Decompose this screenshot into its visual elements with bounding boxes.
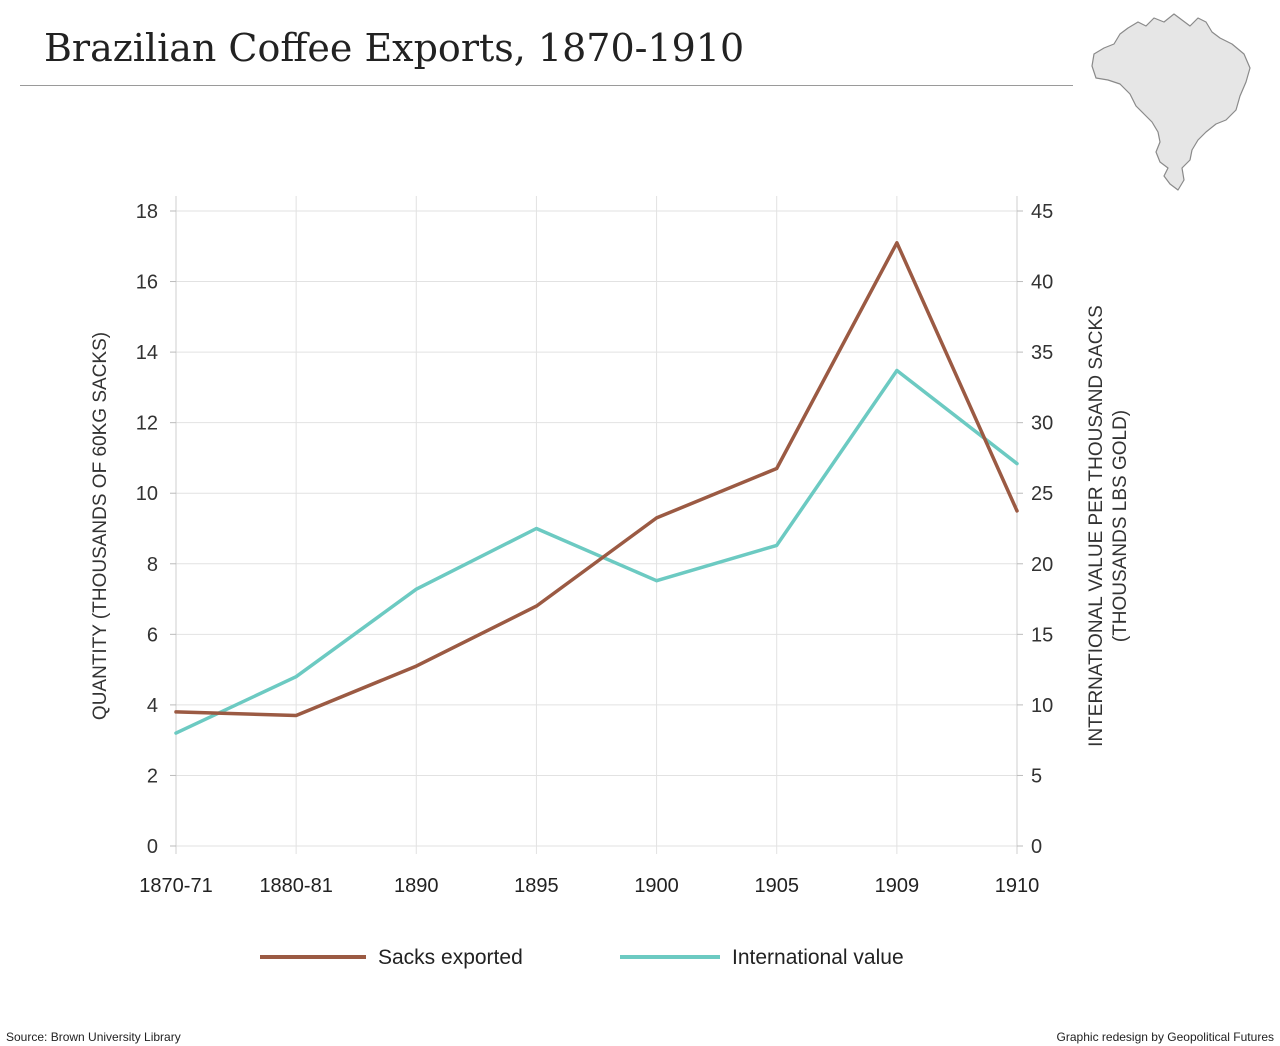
data-point-international-value bbox=[655, 579, 659, 583]
chart-title: Brazilian Coffee Exports, 1870-1910 bbox=[44, 26, 745, 70]
x-axis-tick-label: 1880-81 bbox=[259, 875, 332, 897]
data-point-international-value bbox=[775, 543, 779, 547]
title-divider bbox=[20, 85, 1073, 86]
source-note: Source: Brown University Library bbox=[6, 1030, 181, 1044]
data-point-sacks-exported bbox=[895, 241, 899, 245]
left-axis-tick-label: 2 bbox=[147, 765, 158, 787]
series-line-international-value bbox=[174, 368, 1019, 735]
left-axis-tick-label: 10 bbox=[136, 483, 158, 505]
x-axis-tick-label: 1895 bbox=[514, 875, 559, 897]
data-point-international-value bbox=[294, 675, 298, 679]
data-point-international-value bbox=[895, 368, 899, 372]
right-axis-title-line2: (THOUSANDS LBS GOLD) bbox=[1110, 410, 1131, 642]
right-axis-tick-label: 25 bbox=[1031, 483, 1053, 505]
legend-label-international-value: International value bbox=[732, 946, 904, 969]
data-point-sacks-exported bbox=[174, 710, 178, 714]
right-axis-tick-label: 35 bbox=[1031, 342, 1053, 364]
brazil-map-icon bbox=[1091, 13, 1251, 191]
x-axis-tick-label: 1905 bbox=[754, 875, 799, 897]
left-axis-tick-label: 18 bbox=[136, 201, 158, 223]
series-line-sacks-exported bbox=[174, 241, 1019, 718]
axis-layer: 0 2 4 6 8 10 12 14 16 18 0 5 10 15 20 25 30 35 40 45 1870-71… bbox=[136, 201, 1054, 897]
data-point-sacks-exported bbox=[414, 664, 418, 668]
right-axis-title-line1: INTERNATIONAL VALUE PER THOUSAND SACKS bbox=[1086, 305, 1107, 747]
data-point-international-value bbox=[534, 527, 538, 530]
left-axis-tick-label: 16 bbox=[136, 272, 158, 294]
left-axis-tick-label: 8 bbox=[147, 554, 158, 576]
data-point-sacks-exported bbox=[1015, 509, 1019, 513]
brazil-map-shape bbox=[1091, 13, 1251, 191]
data-point-sacks-exported bbox=[294, 713, 298, 717]
left-axis-tick-label: 14 bbox=[136, 342, 158, 364]
right-axis-tick-label: 10 bbox=[1031, 695, 1053, 717]
right-axis-tick-label: 15 bbox=[1031, 624, 1053, 646]
data-point-sacks-exported bbox=[775, 467, 779, 471]
x-axis-tick-label: 1909 bbox=[875, 875, 920, 897]
legend-label-sacks-exported: Sacks exported bbox=[378, 946, 523, 969]
chart-legend: Sacks exported International value bbox=[260, 946, 904, 969]
right-axis-tick-label: 40 bbox=[1031, 272, 1053, 294]
x-axis-tick-label: 1870-71 bbox=[139, 875, 212, 897]
data-point-international-value bbox=[1015, 462, 1019, 466]
left-axis-tick-label: 12 bbox=[136, 413, 158, 435]
data-point-sacks-exported bbox=[534, 604, 538, 608]
credit-note: Graphic redesign by Geopolitical Futures bbox=[1056, 1030, 1274, 1044]
right-axis-tick-label: 20 bbox=[1031, 554, 1053, 576]
left-axis-title: QUANTITY (THOUSANDS OF 60KG SACKS) bbox=[90, 332, 111, 720]
data-point-international-value bbox=[174, 731, 178, 735]
left-axis-tick-label: 6 bbox=[147, 624, 158, 646]
x-axis-tick-label: 1900 bbox=[634, 875, 679, 897]
left-axis-tick-label: 4 bbox=[147, 695, 158, 717]
right-axis-tick-label: 30 bbox=[1031, 413, 1053, 435]
data-point-international-value bbox=[414, 587, 418, 591]
right-axis-tick-label: 45 bbox=[1031, 201, 1053, 223]
left-axis-tick-label: 0 bbox=[147, 836, 158, 858]
data-point-sacks-exported bbox=[655, 516, 659, 520]
series-layer bbox=[174, 241, 1019, 735]
right-axis-tick-label: 0 bbox=[1031, 836, 1042, 858]
x-axis-tick-label: 1910 bbox=[995, 875, 1040, 897]
right-axis-tick-label: 5 bbox=[1031, 765, 1042, 787]
grid-layer bbox=[175, 196, 1018, 854]
x-axis-tick-label: 1890 bbox=[394, 875, 439, 897]
